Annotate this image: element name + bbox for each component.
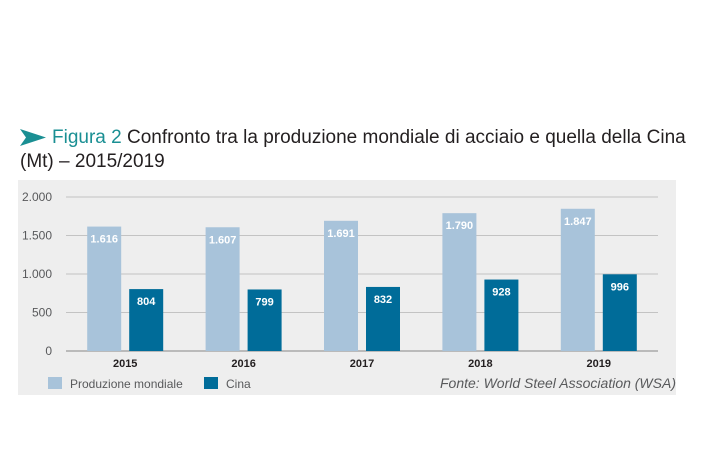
x-tick-label: 2019 [587, 358, 611, 370]
figure-label: Figura 2 [52, 127, 122, 148]
bar-world [560, 208, 595, 351]
x-tick-label: 2018 [468, 358, 492, 370]
bar-world [324, 220, 358, 351]
bar-world [205, 227, 240, 351]
x-tick-label: 2015 [113, 358, 137, 370]
source-note: Fonte: World Steel Association (WSA) [439, 375, 676, 391]
x-tick-label: 2017 [350, 358, 374, 370]
chart-title: Figura 2 Confronto tra la produzione mon… [20, 126, 690, 174]
data-label: 1.607 [209, 234, 237, 246]
data-label: 804 [137, 296, 156, 308]
bar-world [87, 226, 122, 351]
y-tick-label: 1.000 [22, 267, 52, 281]
legend-swatch [48, 377, 62, 389]
legend-label: Cina [226, 377, 251, 391]
y-tick-label: 500 [32, 306, 52, 320]
y-tick-label: 1.500 [22, 229, 52, 243]
bar-china [366, 286, 400, 351]
data-label: 1.847 [564, 216, 592, 228]
title-text: Confronto tra la produzione mondiale di … [20, 127, 686, 172]
chart-panel: 0 500 1.000 1.500 2.000 1.616 804 2015 1.607 799 2… [18, 180, 676, 395]
data-label: 1.790 [446, 220, 474, 232]
data-label: 832 [374, 294, 392, 306]
bar-chart: 0 500 1.000 1.500 2.000 1.616 804 2015 1.607 799 2… [22, 190, 658, 391]
data-label: 996 [611, 281, 629, 293]
legend-label: Produzione mondiale [70, 377, 183, 391]
data-label: 928 [492, 287, 510, 299]
bar-world [442, 213, 477, 351]
data-label: 799 [255, 296, 273, 308]
x-tick-label: 2016 [231, 358, 255, 370]
y-tick-label: 2.000 [22, 190, 52, 204]
arrow-icon [20, 129, 46, 146]
bar-china [602, 274, 637, 351]
data-label: 1.691 [327, 228, 355, 240]
bar-china [129, 289, 164, 351]
bar-china [484, 279, 519, 351]
y-tick-label: 0 [45, 344, 52, 358]
bar-china [247, 289, 282, 351]
legend-swatch [204, 377, 218, 389]
data-label: 1.616 [90, 234, 118, 246]
